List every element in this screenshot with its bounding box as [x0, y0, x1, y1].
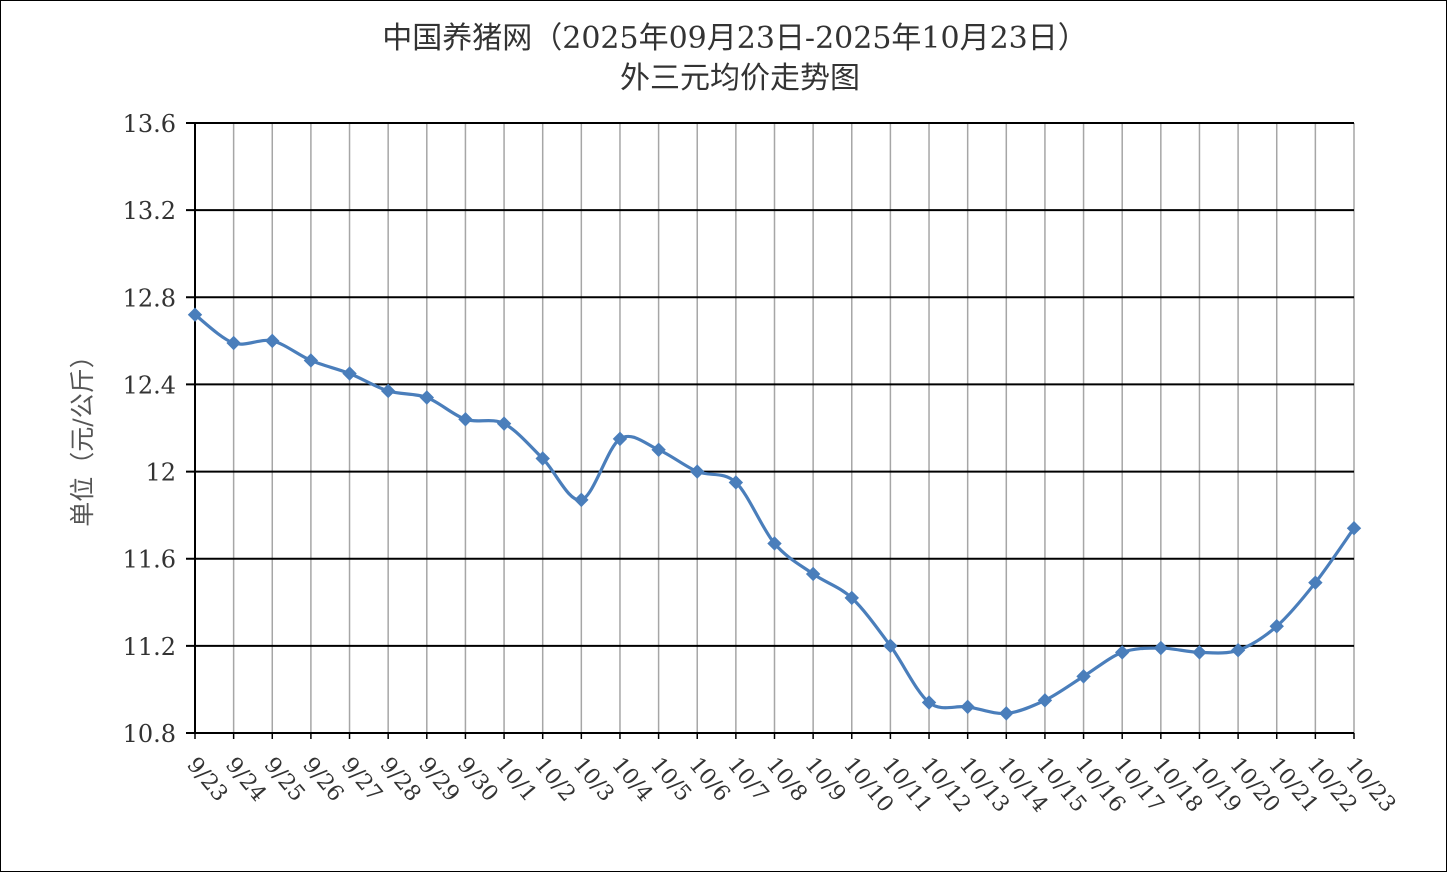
data-point-marker	[303, 353, 319, 368]
data-point-marker	[651, 442, 666, 457]
data-point-marker	[226, 335, 241, 351]
x-tick-label: 9/28	[375, 753, 426, 807]
data-point-marker	[921, 695, 937, 710]
data-point-marker	[1308, 575, 1323, 590]
data-point-marker	[1114, 645, 1130, 660]
x-axis-ticks: 9/239/249/259/269/279/289/299/3010/110/2…	[181, 753, 1400, 818]
x-tick-label: 9/23	[181, 753, 232, 807]
y-tick-label: 12.8	[123, 284, 176, 312]
data-point-marker	[1192, 645, 1207, 660]
y-tick-label: 12	[145, 459, 176, 487]
data-point-marker	[419, 390, 435, 405]
x-tick-label: 9/27	[336, 753, 387, 807]
data-point-marker	[728, 475, 744, 490]
y-tick-label: 10.8	[123, 720, 176, 748]
x-tick-label: 10/9	[800, 753, 851, 807]
y-tick-label: 13.6	[123, 110, 176, 138]
data-point-marker	[187, 307, 203, 322]
data-point-marker	[265, 333, 280, 349]
x-tick-label: 10/8	[761, 753, 812, 807]
data-point-marker	[1269, 619, 1284, 634]
chart-title: 中国养猪网（2025年09月23日-2025年10月23日）	[382, 21, 1088, 56]
x-tick-label: 10/4	[606, 753, 657, 807]
data-point-marker	[612, 431, 628, 447]
data-point-marker	[458, 412, 473, 427]
data-point-marker	[767, 536, 782, 551]
y-axis-label: 单位（元/公斤）	[68, 343, 97, 526]
grid	[186, 122, 1355, 739]
x-tick-label: 10/1	[490, 753, 541, 807]
data-point-marker	[574, 492, 589, 508]
x-tick-label: 10/3	[568, 753, 619, 807]
x-tick-label: 10/6	[684, 753, 735, 807]
data-point-marker	[496, 416, 512, 431]
data-point-marker	[1076, 669, 1091, 684]
x-tick-label: 9/25	[259, 753, 310, 807]
y-tick-label: 13.2	[123, 197, 176, 225]
x-tick-label: 10/2	[529, 753, 580, 807]
data-point-marker	[883, 638, 898, 654]
x-tick-label: 9/26	[297, 753, 348, 807]
y-tick-label: 11.6	[123, 546, 176, 574]
chart-subtitle: 外三元均价走势图	[620, 61, 860, 96]
x-tick-label: 10/7	[722, 753, 773, 807]
data-point-marker	[805, 566, 821, 582]
data-point-marker	[1346, 521, 1362, 536]
data-point-marker	[342, 366, 357, 381]
x-tick-label: 9/24	[220, 753, 271, 807]
series-markers	[187, 307, 1362, 721]
y-axis-ticks: 10.8 11.2 11.6 12 12.4 12.8 13.2 13.6	[123, 110, 176, 748]
data-point-marker	[690, 464, 705, 479]
x-tick-label: 10/5	[645, 753, 696, 807]
data-point-marker	[1153, 640, 1169, 656]
data-point-marker	[960, 699, 975, 715]
data-point-marker	[844, 590, 859, 606]
data-point-marker	[1037, 693, 1053, 708]
y-tick-label: 11.2	[123, 633, 176, 661]
data-point-marker	[380, 383, 396, 399]
data-point-marker	[999, 706, 1014, 721]
data-point-marker	[535, 451, 550, 466]
x-tick-label: 9/29	[413, 753, 464, 807]
x-tick-label: 9/30	[452, 753, 503, 807]
data-point-marker	[1230, 643, 1246, 658]
y-tick-label: 12.4	[123, 371, 176, 399]
